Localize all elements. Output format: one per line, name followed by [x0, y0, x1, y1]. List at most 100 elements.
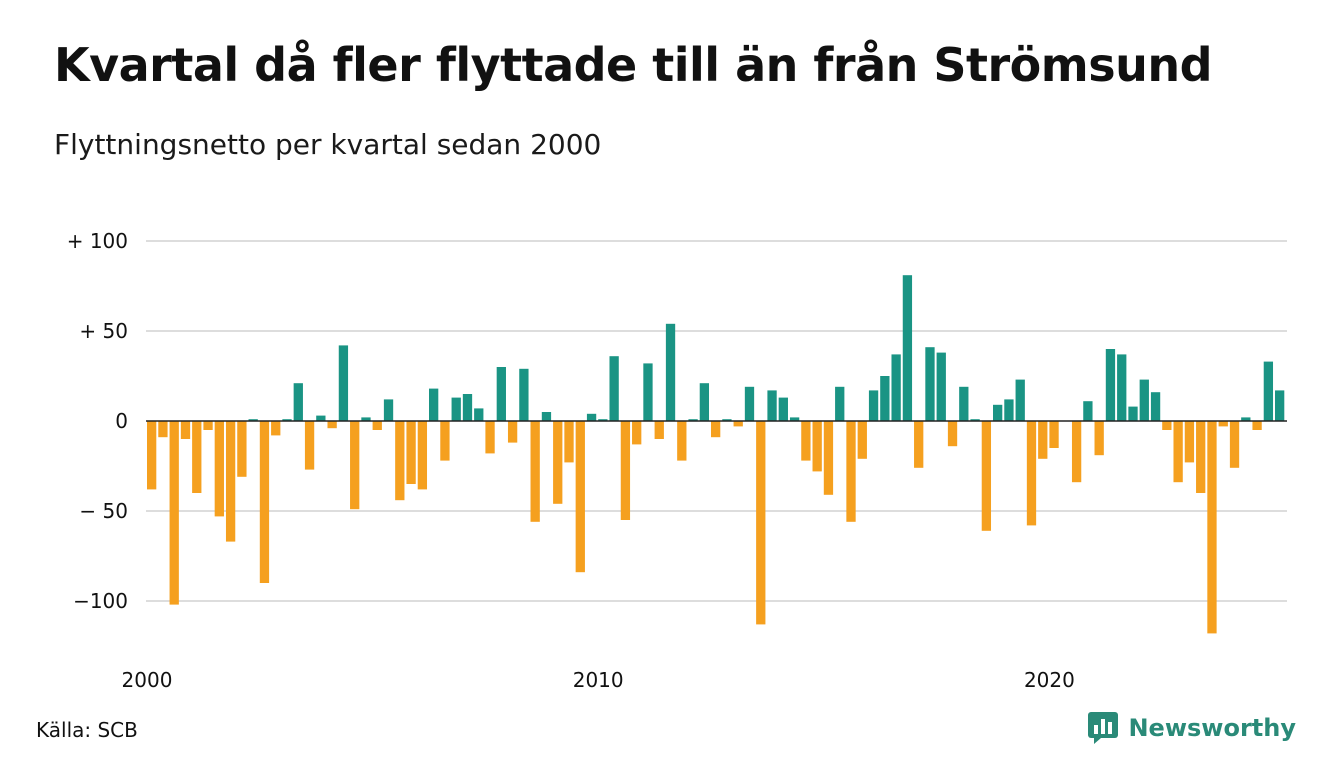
bar [801, 421, 811, 461]
bar [711, 421, 721, 438]
bar [789, 417, 800, 421]
bar [744, 386, 755, 421]
x-tick-label: 2000 [122, 668, 173, 692]
bar [1015, 379, 1025, 421]
bar [361, 417, 371, 421]
bars [147, 275, 1285, 634]
bar [699, 383, 710, 421]
chart-subtitle: Flyttningsnetto per kvartal sedan 2000 [54, 128, 602, 161]
bar [147, 421, 157, 490]
bar [936, 352, 946, 421]
bar [180, 421, 191, 439]
bar [947, 421, 958, 447]
bar [823, 421, 834, 495]
bar [1026, 421, 1037, 526]
y-tick-label: − 50 [79, 499, 128, 523]
bar [192, 421, 202, 493]
bar [519, 368, 529, 421]
bar [507, 421, 518, 443]
bar [914, 421, 924, 468]
bar [304, 421, 315, 470]
bar [632, 421, 642, 445]
bar [868, 390, 879, 421]
bar [350, 421, 360, 510]
bar [316, 415, 326, 421]
bar [259, 421, 270, 583]
source-label: Källa: SCB [36, 718, 138, 742]
bar [1071, 421, 1082, 483]
y-tick-label: 0 [115, 409, 128, 433]
bar [1004, 399, 1014, 421]
bar [1094, 421, 1104, 456]
bar [440, 421, 450, 461]
bar [812, 421, 822, 472]
bar [857, 421, 867, 459]
bar [1196, 421, 1206, 493]
net-migration-bar-chart: + 100 + 50 0 − 50 −100 2000 2010 2020 [67, 229, 1287, 692]
bar [1049, 421, 1059, 448]
bar [880, 376, 890, 421]
y-tick-label: −100 [73, 589, 128, 613]
bar [203, 421, 213, 430]
bar [620, 421, 631, 520]
bar [1207, 421, 1217, 634]
bar [564, 421, 574, 463]
bar [158, 421, 168, 438]
bar [643, 363, 653, 421]
y-tick-label: + 100 [67, 229, 128, 253]
brand: Newsworthy [1088, 712, 1296, 744]
bar [225, 421, 236, 542]
bar [406, 421, 416, 484]
bar [1150, 392, 1161, 421]
bar [417, 421, 428, 490]
bar [1275, 390, 1285, 421]
bar [462, 394, 473, 421]
bar [271, 421, 281, 436]
bar [451, 397, 461, 421]
bar [1139, 379, 1149, 421]
bar [1252, 421, 1262, 430]
bar [1162, 421, 1172, 430]
bar [925, 347, 935, 421]
bar [959, 386, 969, 421]
bar [733, 421, 743, 427]
bar [327, 421, 337, 429]
bar [846, 421, 856, 522]
gridlines [146, 240, 1287, 602]
bar [1263, 361, 1274, 421]
bar [722, 419, 732, 421]
bar [609, 356, 619, 421]
y-tick-label: + 50 [79, 319, 128, 343]
y-axis-ticks: + 100 + 50 0 − 50 −100 [67, 229, 128, 613]
bar [214, 421, 224, 517]
bar [1184, 421, 1195, 463]
bar [1241, 417, 1251, 421]
bar [835, 386, 845, 421]
bar [575, 421, 585, 573]
bar [496, 367, 506, 421]
bar [485, 421, 495, 454]
bar [169, 421, 179, 605]
chart-title: Kvartal då fler flyttade till än från St… [54, 38, 1213, 92]
bar [1117, 354, 1127, 421]
bar [891, 354, 901, 421]
x-tick-label: 2020 [1024, 668, 1075, 692]
bar [338, 345, 349, 421]
bar [248, 419, 258, 421]
bar [1173, 421, 1183, 483]
bar [1083, 401, 1093, 421]
bar [778, 397, 788, 421]
bar [429, 388, 439, 421]
bar [541, 412, 552, 421]
bar [767, 390, 777, 421]
bar [688, 419, 698, 421]
bar [756, 421, 766, 625]
bar [981, 421, 992, 531]
x-tick-label: 2010 [573, 668, 624, 692]
bar [1128, 406, 1138, 421]
bar [665, 323, 676, 421]
bar [282, 419, 292, 421]
bar [372, 421, 382, 430]
bar [993, 404, 1003, 421]
bar [1229, 421, 1240, 468]
